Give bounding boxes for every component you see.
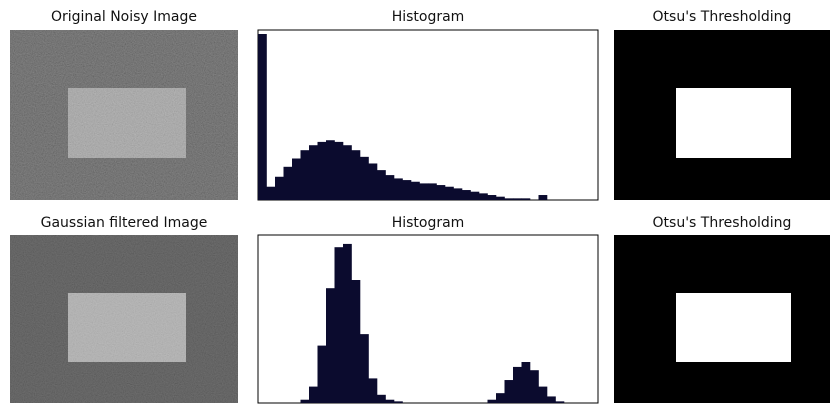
histogram-bar — [420, 183, 429, 200]
histogram-bar — [267, 187, 276, 200]
histogram-bar — [488, 400, 497, 403]
histogram-bar — [394, 401, 403, 403]
panel-title: Gaussian filtered Image — [41, 215, 208, 231]
histogram-bar — [386, 175, 395, 200]
histogram-bar — [318, 346, 327, 403]
figure: Original Noisy Image Histogram Otsu's Th… — [0, 0, 835, 405]
histogram-bar — [335, 142, 344, 200]
histogram-bar — [403, 180, 412, 200]
histogram-bar — [496, 197, 505, 200]
histogram-frame — [258, 235, 598, 403]
histogram-bar — [301, 150, 310, 200]
histogram-bar — [539, 195, 548, 200]
histogram-bar — [377, 395, 386, 403]
histogram-bar — [343, 244, 352, 403]
histogram-bar — [411, 182, 420, 200]
histogram-bar — [556, 401, 565, 403]
histogram-bar — [428, 183, 437, 200]
histogram-bar — [386, 400, 395, 403]
histogram-bar — [437, 185, 446, 200]
histogram-bar — [335, 247, 344, 403]
filtered-image — [10, 235, 238, 403]
histogram-bar — [505, 380, 514, 403]
histogram-bar — [275, 177, 284, 200]
panel-title: Original Noisy Image — [51, 9, 197, 25]
histogram-bar — [326, 140, 335, 200]
histogram-bar — [309, 145, 318, 200]
histogram-bar — [360, 334, 369, 403]
histogram-bar — [284, 167, 293, 200]
histogram-bar — [505, 198, 514, 200]
histogram-bar — [352, 150, 361, 200]
histogram-bar — [445, 187, 454, 200]
histogram-bar — [513, 198, 522, 200]
histogram-bar — [343, 145, 352, 200]
histogram-bar — [360, 157, 369, 200]
histogram-bar — [522, 198, 531, 200]
histogram-bar — [547, 396, 556, 403]
histogram-bar — [258, 34, 267, 200]
panel-title: Otsu's Thresholding — [653, 215, 792, 231]
histogram-bar — [318, 142, 327, 200]
panel-title: Histogram — [392, 9, 465, 25]
histogram-bar — [496, 393, 505, 403]
histogram-bar — [309, 387, 318, 403]
histogram-bar — [454, 188, 463, 200]
noisy-image — [10, 30, 238, 200]
histogram-bar — [369, 163, 378, 200]
histogram-bar — [488, 195, 497, 200]
histogram-bar — [462, 190, 471, 200]
histogram-bar — [326, 288, 335, 403]
panel-title: Histogram — [392, 215, 465, 231]
histogram-bar — [352, 280, 361, 403]
histogram-bar — [369, 378, 378, 403]
otsu-image — [614, 235, 830, 403]
otsu-image — [614, 30, 830, 200]
histogram-bar — [471, 192, 480, 200]
histogram-bar — [513, 367, 522, 403]
histogram-bar — [377, 170, 386, 200]
histogram-bar — [530, 370, 539, 403]
histogram-bar — [394, 178, 403, 200]
histogram-bar — [479, 193, 488, 200]
histogram-bar — [301, 400, 310, 403]
histogram-bar — [292, 159, 301, 201]
histogram-bar — [539, 387, 548, 403]
panel-title: Otsu's Thresholding — [653, 9, 792, 25]
histogram-bar — [522, 362, 531, 403]
